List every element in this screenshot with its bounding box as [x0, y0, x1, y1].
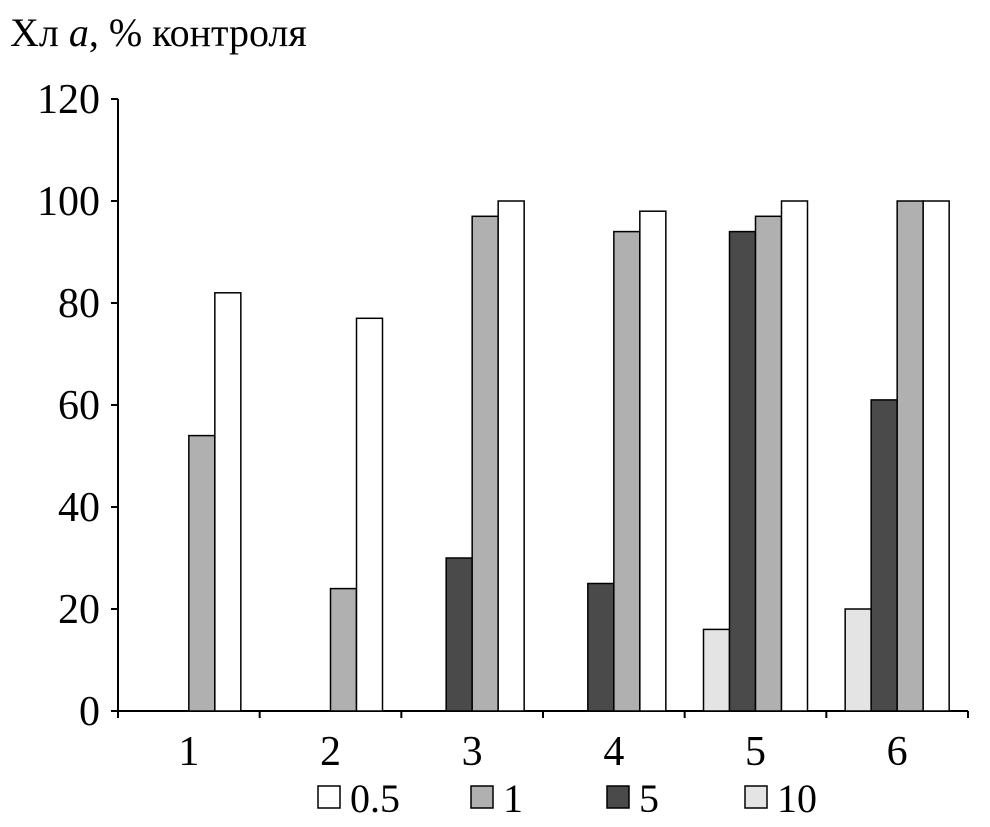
legend-swatch	[744, 785, 768, 809]
bar-0.5-cat-3	[497, 200, 525, 712]
y-tick-label: 80	[58, 281, 100, 327]
legend-label: 10	[777, 776, 817, 821]
legend-swatch	[317, 785, 341, 809]
bar-0.5-cat-4	[639, 210, 667, 712]
bar-10-cat-5	[702, 628, 731, 712]
bar-0.5-cat-5	[780, 200, 809, 712]
title-part: a	[69, 10, 89, 55]
bar-1-cat-4	[613, 230, 641, 712]
x-tick-label: 1	[178, 729, 199, 775]
bar-0.5-cat-2	[355, 317, 384, 712]
legend-swatch	[606, 785, 630, 809]
legend-label: 0.5	[350, 776, 400, 821]
x-tick-label: 2	[320, 729, 341, 775]
legend-label: 1	[503, 776, 523, 821]
bar-0.5-cat-1	[214, 292, 242, 712]
bar-0.5-cat-6	[922, 200, 950, 712]
chart-title: Хл a, % контроля	[10, 10, 307, 55]
bar-5-cat-5	[728, 230, 757, 712]
legend-label: 5	[639, 776, 659, 821]
title-part: Хл	[10, 10, 69, 55]
y-tick-label: 100	[37, 179, 100, 225]
bar-1-cat-3	[471, 215, 499, 712]
bar-5-cat-6	[870, 399, 898, 712]
x-tick-label: 5	[745, 729, 766, 775]
bar-1-cat-6	[896, 200, 924, 712]
bar-5-cat-3	[445, 557, 473, 712]
legend-swatch	[470, 785, 494, 809]
y-tick-label: 40	[58, 485, 100, 531]
bar-1-cat-1	[188, 434, 216, 712]
y-tick-label: 20	[58, 587, 100, 633]
y-tick-label: 0	[79, 689, 100, 735]
y-tick-label: 120	[37, 77, 100, 123]
bar-10-cat-6	[844, 608, 872, 712]
bar-1-cat-2	[329, 587, 358, 712]
title-part: , % контроля	[89, 10, 307, 55]
y-tick-label: 60	[58, 383, 100, 429]
bar-5-cat-4	[587, 582, 615, 712]
x-tick-label: 4	[603, 729, 624, 775]
bar-1-cat-5	[754, 215, 783, 712]
x-tick-label: 6	[887, 729, 908, 775]
x-tick-label: 3	[462, 729, 483, 775]
